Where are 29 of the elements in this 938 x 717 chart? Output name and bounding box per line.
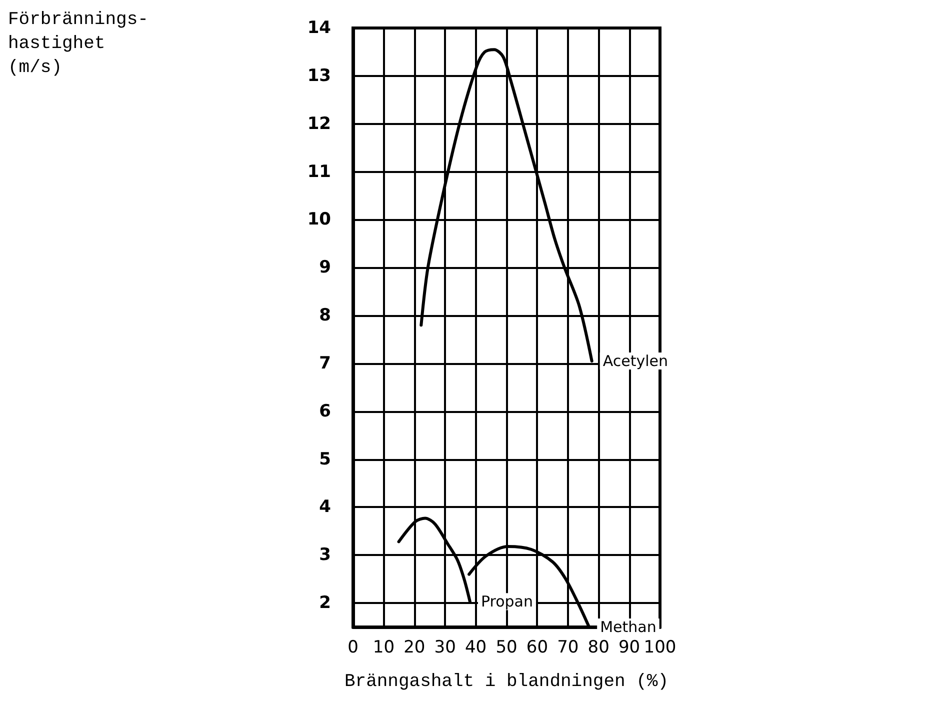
x-tick-label: 50	[496, 638, 518, 658]
y-tick-label: 2	[319, 593, 331, 614]
x-tick-label: 10	[372, 638, 395, 658]
x-tick-label: 70	[557, 638, 579, 658]
x-axis-title: Bränngashalt i blandningen (%)	[344, 672, 669, 692]
x-tick-label: 90	[618, 638, 640, 658]
series-label: Propan	[480, 592, 533, 611]
y-tick-label: 12	[307, 114, 331, 134]
y-tick-label: 3	[319, 545, 331, 566]
y-tick-label: 14	[307, 18, 332, 38]
series-label: Methan	[600, 618, 656, 636]
x-tick-label: 30	[434, 638, 456, 658]
y-tick-label: 4	[319, 497, 332, 518]
y-tick-label: 11	[307, 162, 331, 182]
y-tick-label: 6	[319, 401, 331, 422]
x-tick-label: 0	[348, 638, 358, 658]
series-label: Acetylen	[602, 352, 668, 370]
y-tick-label: 7	[319, 353, 331, 374]
x-tick-label: 60	[526, 638, 548, 658]
y-tick-label: 13	[307, 66, 331, 86]
y-tick-label: 9	[319, 258, 331, 278]
y-tick-label: 5	[319, 449, 331, 470]
x-tick-label: 100	[644, 638, 676, 658]
text: Förbrännings- hastighet (m/s)	[8, 10, 148, 78]
x-tick-label: 40	[464, 638, 487, 658]
y-tick-label: 8	[319, 306, 331, 326]
x-tick-label: 20	[404, 638, 426, 658]
y-tick-label: 10	[307, 210, 332, 230]
x-tick-label: 80	[588, 638, 610, 658]
